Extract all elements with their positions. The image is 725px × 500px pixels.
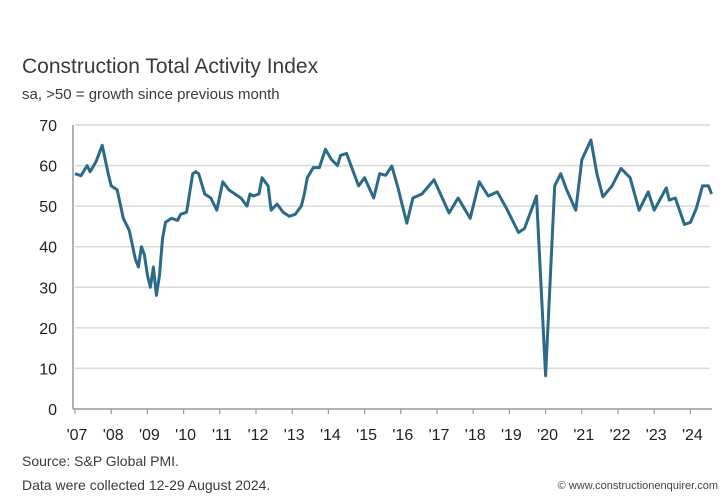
x-tick-label: '12 — [248, 427, 269, 444]
collection-note: Data were collected 12-29 August 2024. — [22, 477, 270, 493]
x-tick-label: '13 — [284, 427, 305, 444]
x-tick-label: '14 — [320, 427, 341, 444]
x-tick-label: '10 — [175, 427, 196, 444]
x-tick-label: '11 — [212, 427, 232, 444]
y-tick-label: 30 — [39, 280, 57, 297]
chart-subtitle: sa, >50 = growth since previous month — [22, 86, 280, 103]
x-tick-label: '20 — [537, 427, 558, 444]
y-axis: 0 10 20 30 40 50 60 70 — [39, 118, 74, 419]
gridlines — [75, 124, 710, 370]
y-tick-label: 10 — [39, 361, 57, 378]
x-tick-label: '19 — [501, 427, 522, 444]
y-tick-label: 40 — [39, 240, 57, 257]
y-tick-label: 50 — [39, 199, 57, 216]
x-tick-label: '16 — [392, 427, 413, 444]
x-tick-label: '23 — [646, 427, 667, 444]
credit-watermark: © www.constructionenquirer.com — [558, 480, 718, 492]
source-note: Source: S&P Global PMI. — [22, 453, 179, 469]
x-tick-label: '08 — [103, 427, 124, 444]
x-tick-label: '07 — [67, 427, 88, 444]
x-tick-label: '09 — [139, 427, 160, 444]
x-axis: '07 '08 '09 '10 '11 '12 '13 '14 '15 '16 '17 '18 '19 '… — [67, 408, 712, 444]
y-tick-label: 0 — [48, 402, 57, 419]
x-tick-label: '17 — [429, 427, 450, 444]
x-tick-label: '15 — [356, 427, 377, 444]
y-tick-label: 70 — [39, 118, 57, 135]
x-tick-label: '21 — [573, 427, 594, 444]
y-tick-label: 20 — [39, 321, 57, 338]
chart-title: Construction Total Activity Index — [22, 55, 319, 78]
x-tick-label: '24 — [682, 427, 703, 444]
x-tick-label: '18 — [465, 427, 486, 444]
series-line — [74, 138, 713, 378]
x-tick-label: '22 — [610, 427, 631, 444]
y-tick-label: 60 — [39, 159, 57, 176]
